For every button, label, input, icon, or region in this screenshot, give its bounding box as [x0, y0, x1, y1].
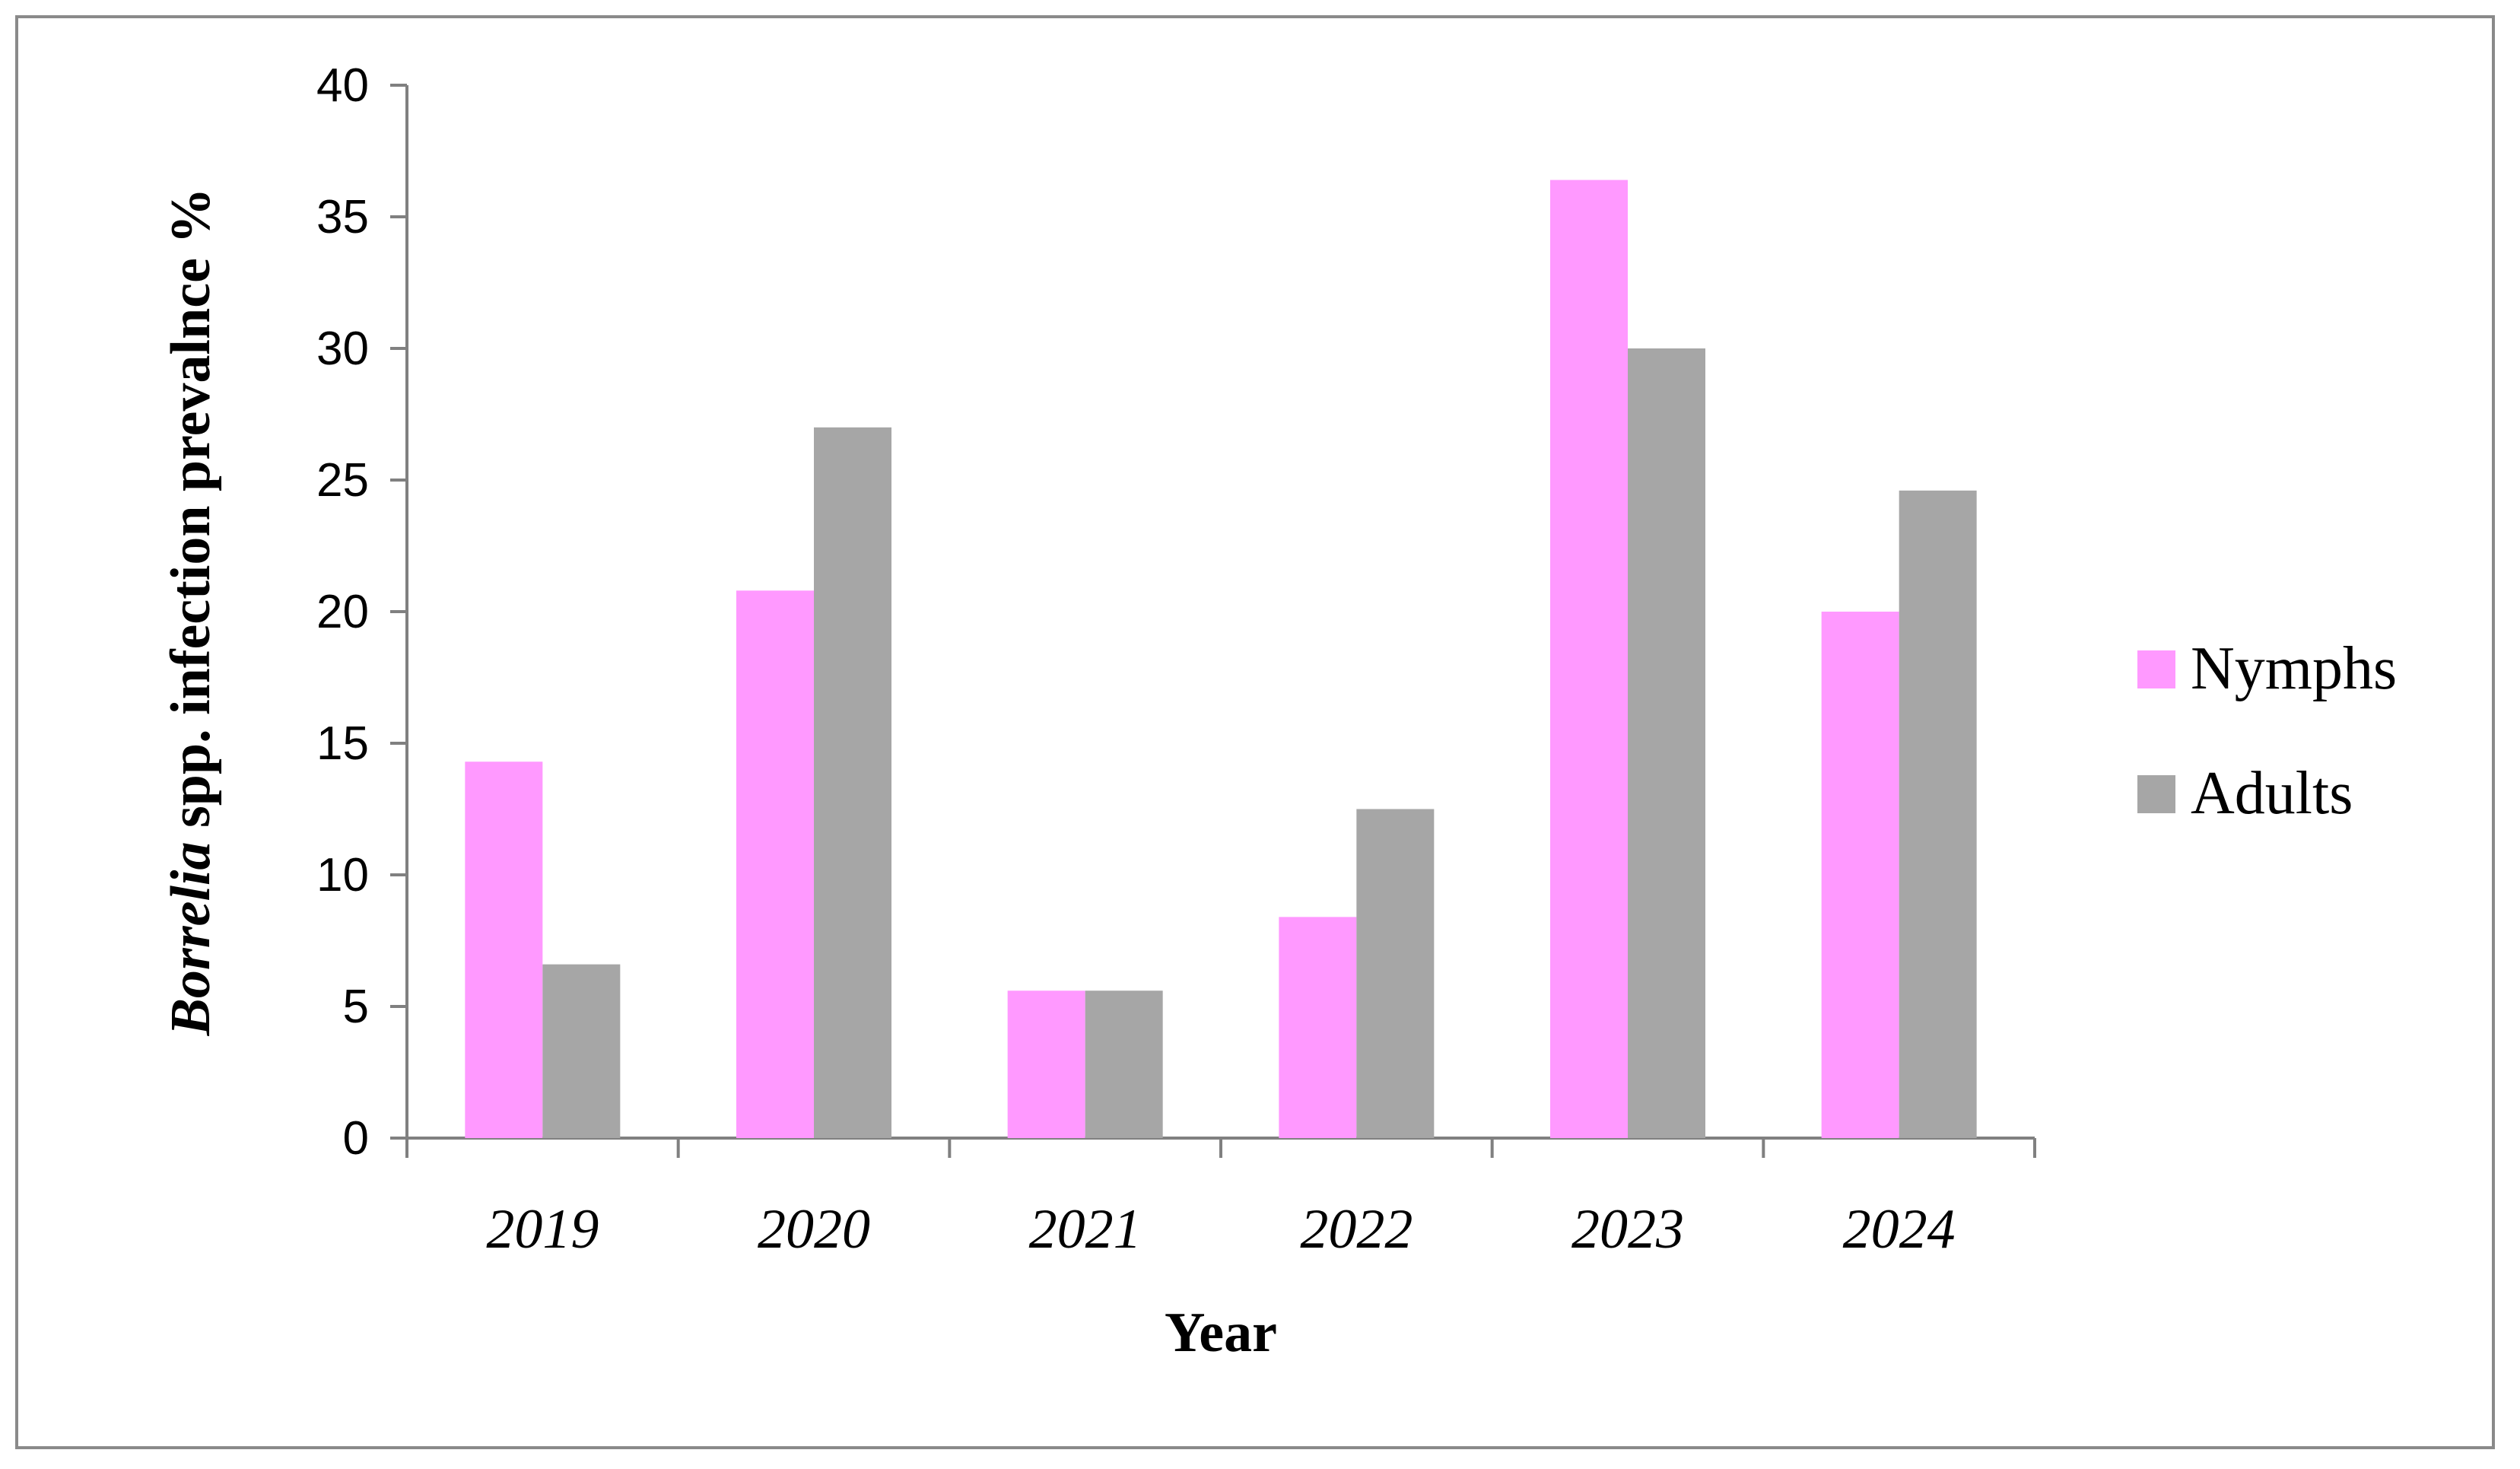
- y-tick-label: 30: [316, 323, 369, 375]
- x-tick-label: 2022: [1300, 1198, 1413, 1261]
- x-tick-label: 2021: [1029, 1198, 1142, 1261]
- y-tick-label: 35: [316, 191, 369, 243]
- y-tick-label: 0: [343, 1112, 369, 1165]
- bar-adults-2024: [1899, 490, 1977, 1138]
- bar-nymphs-2022: [1279, 917, 1357, 1138]
- x-tick-label: 2019: [486, 1198, 599, 1261]
- bar-adults-2021: [1085, 990, 1163, 1138]
- y-axis-ticks: 0 5 10 15 20 25 30 35 40: [316, 59, 407, 1165]
- legend-swatch-nymphs: [2137, 650, 2175, 688]
- x-tick-label: 2024: [1843, 1198, 1956, 1261]
- bar-adults-2023: [1628, 348, 1705, 1138]
- legend-item-adults: Adults: [2137, 760, 2353, 827]
- bar-adults-2019: [542, 964, 621, 1138]
- y-tick-label: 10: [316, 849, 369, 901]
- y-tick-label: 5: [343, 981, 369, 1033]
- x-axis-tick-labels: 2019 2020 2021 2022 2023 2024: [486, 1198, 1955, 1261]
- legend-swatch-adults: [2137, 775, 2175, 813]
- y-tick-label: 40: [316, 59, 369, 112]
- bar-adults-2022: [1356, 809, 1435, 1138]
- x-tick-label: 2023: [1571, 1198, 1684, 1261]
- legend: Nymphs Adults: [2137, 635, 2397, 827]
- axes: [405, 85, 2035, 1140]
- bar-nymphs-2023: [1550, 180, 1628, 1138]
- bar-nymphs-2024: [1821, 612, 1899, 1138]
- y-axis-title: Borrelia spp. infection prevalnce %: [160, 188, 222, 1037]
- y-axis-title-italic: Borrelia: [160, 842, 222, 1037]
- legend-item-nymphs: Nymphs: [2137, 635, 2397, 702]
- bar-adults-2020: [814, 427, 891, 1138]
- x-axis-title: Year: [1165, 1302, 1277, 1364]
- bar-nymphs-2020: [736, 590, 814, 1138]
- bars: [465, 180, 1977, 1138]
- bar-nymphs-2019: [465, 762, 543, 1138]
- legend-label-nymphs: Nymphs: [2191, 635, 2397, 702]
- y-tick-label: 20: [316, 586, 369, 638]
- x-axis-ticks: [405, 1138, 2036, 1158]
- y-axis-title-rest: spp. infection prevalnce %: [160, 188, 222, 842]
- bar-nymphs-2021: [1007, 990, 1085, 1138]
- y-tick-label: 15: [316, 717, 369, 770]
- chart-frame: [15, 15, 2495, 1449]
- legend-label-adults: Adults: [2191, 760, 2353, 827]
- x-tick-label: 2020: [758, 1198, 870, 1261]
- y-tick-label: 25: [316, 454, 369, 507]
